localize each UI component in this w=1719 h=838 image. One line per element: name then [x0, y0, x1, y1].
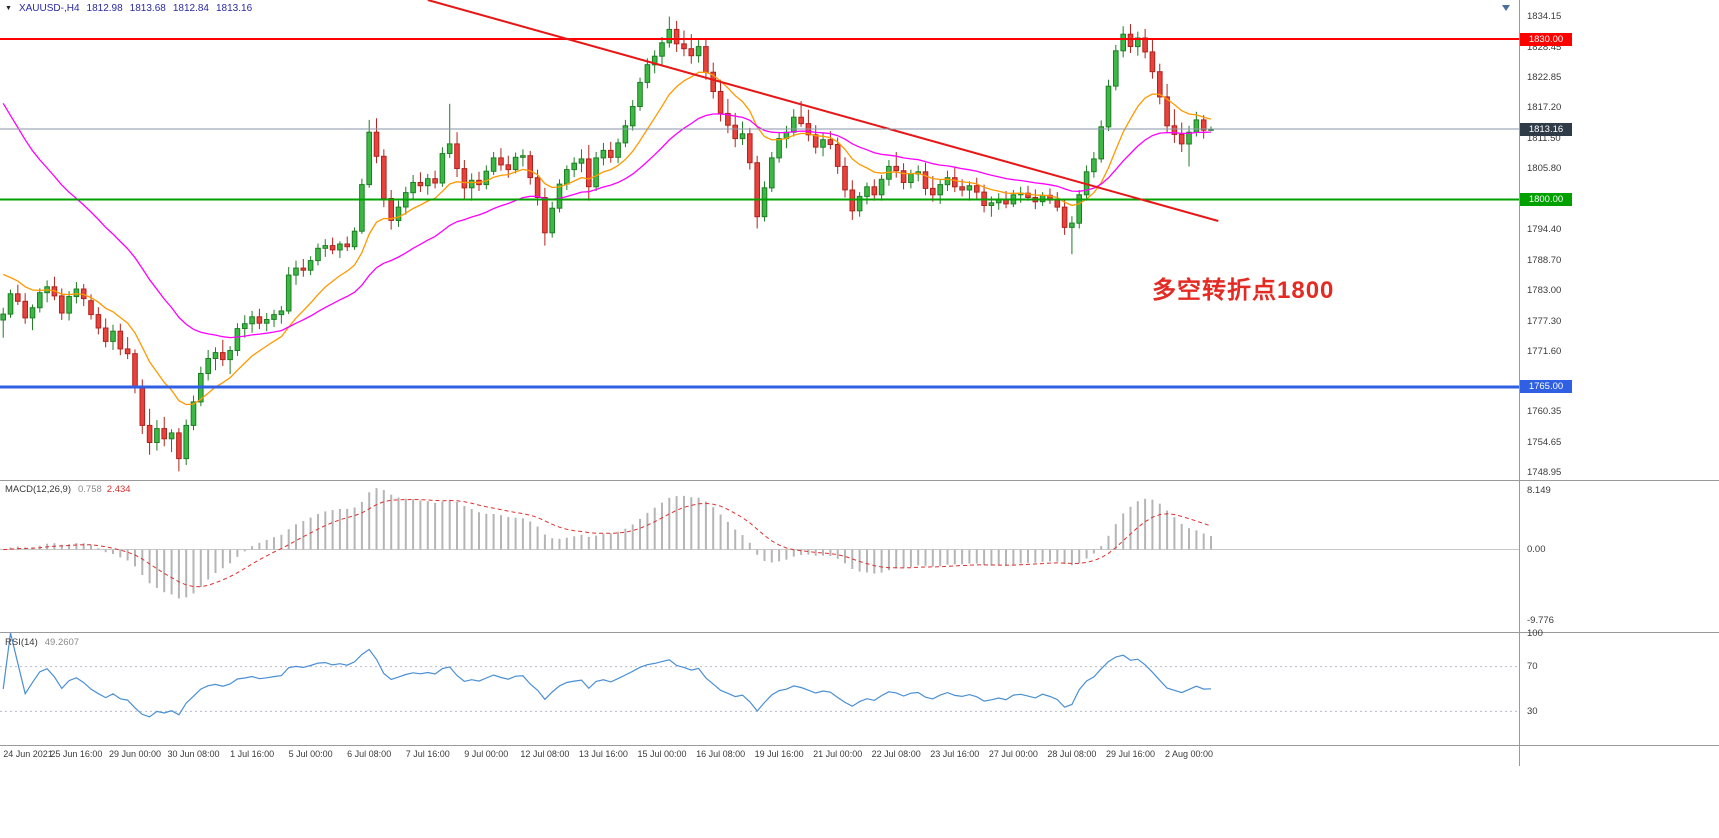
- time-axis-label: 27 Jul 00:00: [988, 749, 1038, 759]
- ohlc-high: 1813.68: [129, 3, 166, 14]
- time-axis-label: 23 Jul 16:00: [930, 749, 980, 759]
- ohlc-close: 1813.16: [215, 3, 253, 14]
- main-chart-canvas[interactable]: [0, 0, 1519, 480]
- time-axis-label: 16 Jul 08:00: [696, 749, 746, 759]
- time-axis-label: 15 Jul 00:00: [637, 749, 687, 759]
- macd-indicator-label: MACD(12,26,9) 0.758 2.434: [5, 484, 131, 495]
- price-scale[interactable]: 1834.15 1828.45 1822.85 1817.20 1811.50 1805.…: [1519, 0, 1719, 766]
- pane-separator: [0, 745, 1719, 746]
- rsi-pane-canvas[interactable]: [0, 633, 1519, 745]
- time-axis-label: 29 Jul 16:00: [1105, 749, 1156, 759]
- price-tick-label: 1794.40: [1527, 224, 1562, 236]
- macd-tick-label: -9.776: [1527, 615, 1554, 627]
- price-tick-label: 1754.65: [1527, 436, 1562, 448]
- time-scale[interactable]: 24 Jun 2021 25 Jun 16:00 29 Jun 00:00 30 Ju…: [0, 748, 1519, 764]
- price-tick-label: 1748.95: [1527, 467, 1562, 479]
- rsi-name: RSI(14): [5, 637, 38, 648]
- time-axis-label: 6 Jul 08:00: [347, 749, 392, 759]
- time-axis-label: 21 Jul 00:00: [813, 749, 863, 759]
- chart-shift-marker-icon[interactable]: [1502, 5, 1510, 11]
- price-scale-separator: [1519, 0, 1520, 766]
- time-axis-label: 22 Jul 08:00: [871, 749, 921, 759]
- time-axis-label: 5 Jul 00:00: [288, 749, 333, 759]
- price-tick-label: 1788.70: [1527, 254, 1562, 266]
- time-axis-label: 12 Jul 08:00: [520, 749, 570, 759]
- price-tick-label: 1783.00: [1527, 285, 1562, 297]
- price-tick-label: 1834.15: [1527, 11, 1562, 23]
- macd-value-main: 0.758: [78, 484, 102, 495]
- macd-tick-label: 8.149: [1527, 484, 1551, 496]
- price-badge: 1765.00: [1520, 380, 1572, 394]
- chart-annotation[interactable]: 多空转折点1800: [1152, 277, 1335, 304]
- chevron-down-icon[interactable]: ▼: [5, 5, 12, 12]
- price-tick-label: 1817.20: [1527, 102, 1562, 114]
- time-axis-label: 28 Jul 08:00: [1047, 749, 1097, 759]
- ohlc-open: 1812.98: [86, 3, 123, 14]
- macd-pane-canvas[interactable]: [0, 481, 1519, 632]
- time-axis-label: 29 Jun 00:00: [108, 749, 162, 759]
- pane-separator[interactable]: [0, 632, 1719, 633]
- price-tick-label: 1822.85: [1527, 71, 1562, 83]
- price-badge: 1800.00: [1520, 193, 1572, 207]
- price-tick-label: 1777.30: [1527, 315, 1562, 327]
- time-axis-label: 9 Jul 00:00: [464, 749, 509, 759]
- time-axis-label: 30 Jun 08:00: [167, 749, 220, 759]
- rsi-indicator-label: RSI(14) 49.2607: [5, 637, 79, 648]
- symbol-name: XAUUSD-,H4: [18, 3, 80, 14]
- time-axis-label: 7 Jul 16:00: [405, 749, 450, 759]
- time-axis-label: 19 Jul 16:00: [754, 749, 804, 759]
- time-axis-label: 13 Jul 16:00: [578, 749, 628, 759]
- time-axis-label: 1 Jul 16:00: [230, 749, 275, 759]
- time-axis-label: 25 Jun 16:00: [50, 749, 103, 759]
- time-axis-label: 24 Jun 2021: [3, 749, 53, 759]
- price-tick-label: 1805.80: [1527, 163, 1562, 175]
- rsi-tick-label: 30: [1527, 705, 1538, 717]
- price-badge: 1830.00: [1520, 32, 1572, 46]
- rsi-tick-label: 70: [1527, 661, 1538, 673]
- price-badge: 1813.16: [1520, 122, 1572, 136]
- rsi-value: 49.2607: [44, 637, 80, 648]
- macd-value-signal: 2.434: [106, 484, 131, 495]
- macd-tick-label: 0.00: [1527, 544, 1546, 556]
- rsi-tick-label: 100: [1527, 627, 1543, 639]
- time-axis-label: 2 Aug 00:00: [1164, 749, 1214, 759]
- macd-name: MACD(12,26,9): [5, 484, 71, 495]
- price-tick-label: 1771.60: [1527, 346, 1562, 358]
- price-tick-label: 1811.50: [1527, 132, 1561, 144]
- ohlc-low: 1812.84: [172, 3, 209, 14]
- pane-separator[interactable]: [0, 480, 1719, 481]
- symbol-info-bar: ▼ XAUUSD-,H4 1812.98 1813.68 1812.84 181…: [5, 3, 252, 14]
- price-tick-label: 1760.35: [1527, 406, 1562, 418]
- price-tick-label: 1828.45: [1527, 41, 1562, 53]
